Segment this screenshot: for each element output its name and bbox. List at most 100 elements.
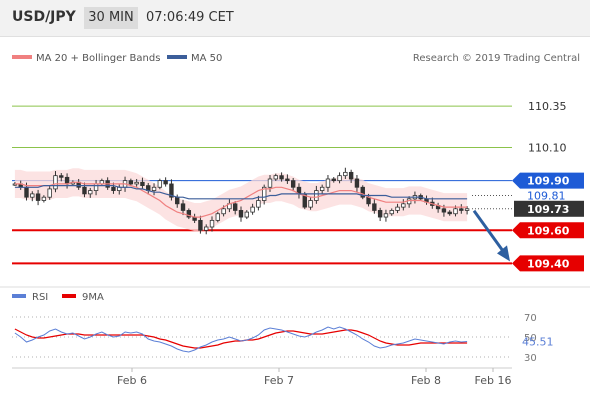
- rsi-tick-50: 50: [524, 333, 537, 344]
- candle-body: [447, 211, 452, 215]
- level-label-109.40: 109.40: [527, 257, 570, 270]
- ma20-legend-label: MA 20 + Bollinger Bands: [36, 53, 160, 64]
- price-labels: 110.35 110.10 109.90 109.60 109.40 109.81109.…: [512, 100, 584, 272]
- candle-body: [244, 211, 249, 218]
- candle-body: [250, 206, 255, 213]
- bollinger-bands: [14, 168, 468, 232]
- ma20-legend-swatch: [12, 55, 32, 59]
- level-tag-109.60: [512, 222, 584, 239]
- candle-body: [377, 210, 383, 218]
- moving-averages: [14, 181, 468, 218]
- candle-body: [88, 190, 93, 195]
- candle-body: [157, 180, 163, 188]
- candle-body: [395, 206, 400, 211]
- level-label-109.90: 109.90: [527, 175, 570, 188]
- forecast-arrow-head: [497, 245, 510, 262]
- candle-body: [389, 210, 394, 215]
- last-price-tag: [514, 200, 584, 217]
- candle-body: [140, 181, 145, 187]
- reference-label-109.81: 109.81: [527, 190, 566, 203]
- candle-body: [169, 183, 174, 198]
- candle-body: [331, 178, 336, 182]
- candle-body: [354, 178, 360, 188]
- candle-body: [186, 210, 192, 218]
- candle-body: [47, 188, 52, 198]
- candle-body: [30, 193, 35, 198]
- candle-body: [337, 175, 342, 182]
- candle-body: [82, 186, 87, 195]
- candle-body: [128, 180, 134, 185]
- rsi-panel: 70 50 30 45.51: [12, 313, 554, 364]
- candle-body: [372, 203, 377, 211]
- candle-body: [308, 200, 313, 208]
- candle-body: [198, 219, 203, 231]
- candle-body: [238, 210, 244, 218]
- candle-body: [279, 175, 284, 180]
- candle-body: [215, 213, 221, 221]
- candle-body: [319, 186, 325, 191]
- candle-body: [221, 208, 226, 215]
- ma9-legend-label: 9MA: [82, 292, 104, 303]
- timestamp: 07:06:49 CET: [146, 10, 234, 25]
- copyright-credit: Research © 2019 Trading Central: [413, 53, 580, 64]
- candle-body: [53, 175, 58, 190]
- candle-body: [325, 178, 331, 188]
- ma50-line: [14, 185, 468, 200]
- forecast-arrow-shaft: [472, 209, 506, 254]
- ma20-line: [14, 181, 468, 218]
- candle-body: [360, 186, 365, 198]
- candle-body: [383, 213, 389, 218]
- candle-body: [256, 200, 261, 208]
- candle-body: [441, 208, 447, 213]
- candle-body: [348, 171, 354, 180]
- candle-body: [290, 180, 296, 188]
- level-tag-109.40: [512, 255, 584, 272]
- rsi-legend-swatch: [12, 294, 26, 298]
- candle-body: [267, 178, 273, 188]
- candle-body: [314, 190, 319, 201]
- candle-body: [464, 208, 470, 211]
- x-tick-label: Feb 16: [475, 374, 512, 387]
- candle-body: [35, 193, 41, 201]
- rsi-tick-70: 70: [524, 313, 537, 324]
- candle-body: [134, 181, 139, 185]
- ma50-legend-label: MA 50: [191, 53, 222, 64]
- candle-body: [233, 203, 238, 211]
- candle-body: [180, 203, 186, 211]
- candle-body: [209, 219, 215, 228]
- level-label-110.35: 110.35: [528, 100, 567, 113]
- ma50-legend-swatch: [167, 55, 187, 59]
- candle-body: [111, 186, 116, 191]
- level-label-110.10: 110.10: [528, 142, 567, 155]
- timeframe-badge[interactable]: 30 MIN: [84, 7, 138, 29]
- candle-body: [204, 226, 209, 231]
- candle-body: [41, 196, 47, 201]
- candles: [12, 167, 470, 235]
- candle-body: [59, 175, 64, 178]
- candle-body: [261, 186, 267, 201]
- candle-body: [459, 208, 464, 211]
- symbol-title: USD/JPY: [12, 9, 76, 25]
- candle-body: [453, 208, 458, 215]
- rsi-legend-label: RSI: [32, 292, 48, 303]
- x-tick-label: Feb 6: [117, 374, 147, 387]
- forecast-arrow: [472, 209, 510, 262]
- candle-body: [343, 171, 348, 177]
- candle-body: [285, 178, 290, 182]
- x-tick-label: Feb 7: [264, 374, 294, 387]
- candle-body: [163, 180, 168, 185]
- level-tag-109.90: [512, 172, 584, 189]
- bollinger-band-area: [14, 168, 468, 232]
- level-label-109.60: 109.60: [527, 224, 570, 237]
- candle-body: [401, 203, 406, 208]
- rsi-last-value: 45.51: [522, 335, 554, 348]
- candle-body: [12, 183, 18, 186]
- candle-body: [93, 183, 99, 191]
- chart-header: USD/JPY 30 MIN 07:06:49 CET: [0, 0, 590, 37]
- ma9-legend-swatch: [62, 294, 76, 298]
- candle-body: [366, 196, 371, 205]
- x-tick-label: Feb 8: [411, 374, 441, 387]
- x-axis: Feb 6 Feb 7 Feb 8 Feb 16: [117, 368, 511, 387]
- candle-body: [273, 175, 278, 180]
- candle-body: [24, 186, 29, 198]
